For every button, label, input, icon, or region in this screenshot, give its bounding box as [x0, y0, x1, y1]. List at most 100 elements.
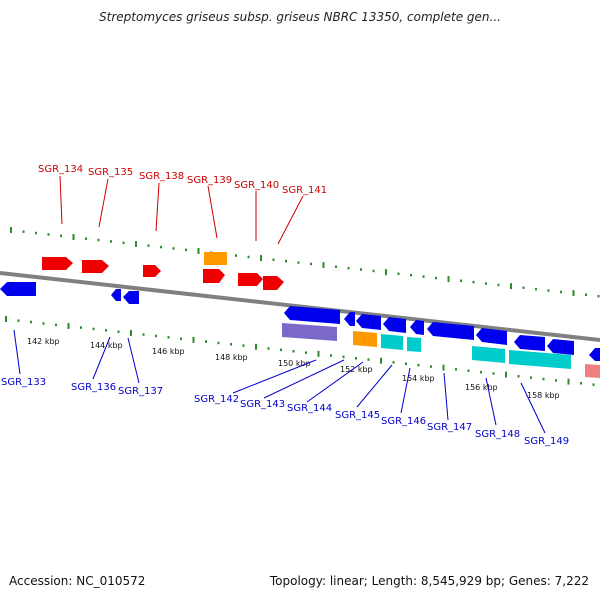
gene-block[interactable]	[547, 339, 574, 355]
gene-block[interactable]	[407, 337, 421, 352]
minor-tick	[472, 280, 475, 284]
gene-label-sgr-144[interactable]: SGR_144	[287, 403, 332, 414]
gene-block[interactable]	[427, 322, 474, 340]
gene-label-sgr-145[interactable]: SGR_145	[335, 410, 380, 421]
minor-tick	[155, 334, 157, 338]
minor-tick	[435, 276, 437, 280]
minor-tick	[47, 233, 50, 236]
major-tick	[72, 234, 75, 240]
gene-block[interactable]	[381, 334, 403, 350]
gene-label-sgr-135[interactable]: SGR_135	[88, 167, 133, 178]
minor-tick	[280, 348, 282, 352]
gene-block[interactable]	[356, 314, 381, 330]
major-tick	[135, 241, 137, 247]
minor-tick	[305, 351, 307, 354]
accession-text: Accession: NC_010572	[9, 574, 146, 588]
gene-block[interactable]	[0, 282, 36, 296]
leader-line	[13, 329, 21, 375]
minor-tick	[22, 230, 25, 233]
gene-block[interactable]	[204, 252, 227, 265]
major-tick	[442, 364, 445, 371]
gene-block[interactable]	[111, 289, 121, 301]
gene-label-sgr-140[interactable]: SGR_140	[234, 180, 279, 191]
scale-label: 152 kbp	[340, 365, 373, 374]
major-tick	[385, 269, 387, 276]
minor-tick	[217, 341, 220, 345]
leader-line	[443, 372, 449, 421]
gene-block[interactable]	[472, 346, 505, 363]
minor-tick	[372, 269, 375, 273]
minor-tick	[485, 282, 487, 285]
minor-tick	[147, 244, 150, 247]
topology-text: Topology: linear; Length: 8,545,929 bp; …	[269, 574, 589, 588]
gene-block[interactable]	[353, 331, 377, 347]
gene-block[interactable]	[238, 273, 263, 286]
minor-tick	[492, 372, 495, 375]
gene-block[interactable]	[282, 323, 337, 341]
minor-tick	[397, 272, 400, 275]
gene-block[interactable]	[123, 291, 139, 304]
minor-tick	[85, 237, 87, 240]
scale-label: 142 kbp	[27, 337, 60, 346]
gene-label-sgr-139[interactable]: SGR_139	[187, 175, 232, 186]
gene-label-sgr-143[interactable]: SGR_143	[240, 399, 285, 410]
minor-tick	[335, 265, 337, 268]
leader-line	[207, 185, 218, 239]
gene-label-sgr-136[interactable]: SGR_136	[71, 382, 116, 393]
minor-tick	[530, 376, 532, 379]
gene-block[interactable]	[514, 335, 545, 351]
minor-tick	[497, 283, 500, 287]
gene-block[interactable]	[383, 317, 406, 333]
gene-label-sgr-133[interactable]: SGR_133	[1, 377, 46, 388]
scale-label: 150 kbp	[278, 359, 311, 368]
gene-block[interactable]	[589, 348, 600, 361]
gene-label-sgr-138[interactable]: SGR_138	[139, 171, 184, 182]
gene-block[interactable]	[42, 257, 73, 270]
major-tick	[505, 371, 507, 378]
gene-label-sgr-149[interactable]: SGR_149	[524, 436, 569, 447]
minor-tick	[422, 275, 425, 278]
minor-tick	[417, 363, 420, 367]
leader-line	[263, 359, 345, 399]
minor-tick	[392, 361, 395, 364]
gene-block[interactable]	[410, 320, 424, 335]
gene-block[interactable]	[344, 312, 355, 326]
gene-block[interactable]	[509, 350, 571, 369]
major-tick	[572, 290, 575, 297]
major-tick	[192, 336, 195, 343]
minor-tick	[60, 234, 62, 238]
gene-block[interactable]	[585, 364, 600, 378]
minor-tick	[342, 355, 345, 359]
gene-label-sgr-146[interactable]: SGR_146	[381, 416, 426, 427]
gene-label-sgr-141[interactable]: SGR_141	[282, 185, 327, 196]
gene-label-sgr-137[interactable]: SGR_137	[118, 386, 163, 397]
major-tick	[130, 329, 132, 336]
genome-backbone	[0, 271, 600, 342]
gene-label-sgr-148[interactable]: SGR_148	[475, 429, 520, 440]
gene-block[interactable]	[203, 269, 225, 283]
minor-tick	[285, 259, 287, 263]
gene-block[interactable]	[82, 260, 109, 273]
gene-label-sgr-147[interactable]: SGR_147	[427, 422, 472, 433]
minor-tick	[117, 330, 120, 333]
minor-tick	[42, 322, 45, 325]
gene-block[interactable]	[263, 276, 284, 290]
gene-label-sgr-134[interactable]: SGR_134	[38, 164, 83, 175]
gene-block[interactable]	[284, 306, 340, 324]
minor-tick	[205, 340, 207, 343]
gene-label-sgr-142[interactable]: SGR_142	[194, 394, 239, 405]
scale-label: 148 kbp	[215, 353, 248, 362]
gene-block[interactable]	[143, 265, 161, 277]
minor-tick	[555, 379, 557, 382]
minor-tick	[185, 248, 187, 252]
minor-tick	[585, 293, 587, 296]
major-tick	[5, 316, 7, 322]
minor-tick	[297, 261, 300, 264]
minor-tick	[122, 241, 125, 245]
minor-tick	[405, 362, 407, 365]
forward-gene-labels: SGR_134 SGR_135 SGR_138 SGR_139 SGR_140 …	[38, 164, 327, 196]
scale-label: 158 kbp	[527, 391, 560, 400]
gene-block[interactable]	[476, 328, 507, 345]
scale-label: 154 kbp	[402, 374, 435, 383]
upper-tick-track	[10, 227, 600, 298]
